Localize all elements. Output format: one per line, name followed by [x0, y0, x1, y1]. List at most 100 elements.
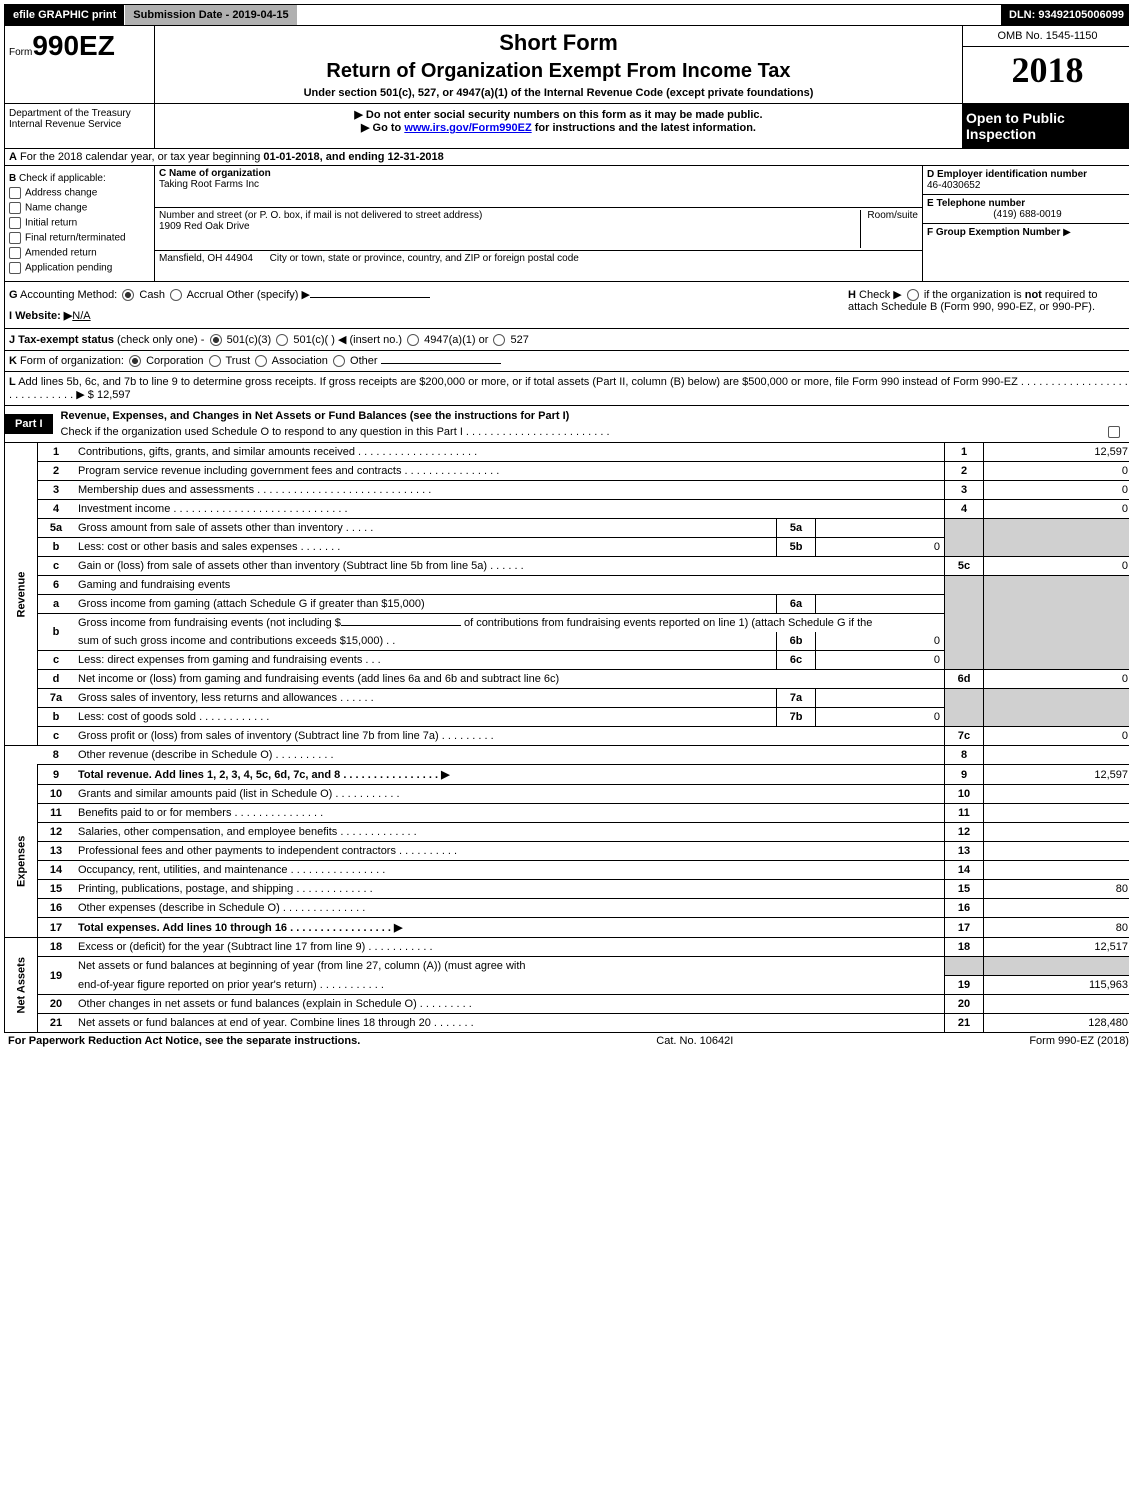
part1-table: Revenue 1 Contributions, gifts, grants, …: [4, 443, 1129, 1033]
line-desc: Less: cost or other basis and sales expe…: [74, 538, 777, 557]
radio-trust[interactable]: [209, 355, 221, 367]
right-num: 4: [945, 500, 984, 519]
checkbox-amended-return[interactable]: [9, 247, 21, 259]
line-num: a: [38, 595, 75, 614]
line-desc: Occupancy, rent, utilities, and maintena…: [74, 861, 945, 880]
form-header: Form990EZ Short Form Return of Organizat…: [4, 26, 1129, 104]
part1-label: Part I: [5, 414, 53, 434]
table-row: 9 Total revenue. Add lines 1, 2, 3, 4, 5…: [5, 765, 1129, 785]
right-val: 80: [984, 880, 1129, 899]
j-hint: (check only one) -: [117, 334, 204, 346]
right-num: 14: [945, 861, 984, 880]
table-row: c Gross profit or (loss) from sales of i…: [5, 727, 1129, 746]
line-desc: Less: direct expenses from gaming and fu…: [74, 651, 777, 670]
footer-left: For Paperwork Reduction Act Notice, see …: [8, 1035, 360, 1047]
table-row: Net Assets 18 Excess or (deficit) for th…: [5, 938, 1129, 957]
section-b-label: B: [9, 173, 16, 184]
org-info: C Name of organization Taking Root Farms…: [155, 166, 922, 281]
phone-value: (419) 688-0019: [927, 209, 1128, 220]
mid-num: 7b: [777, 708, 816, 727]
h-not: not: [1025, 289, 1042, 301]
right-num: 12: [945, 823, 984, 842]
dept-row: Department of the Treasury Internal Reve…: [4, 104, 1129, 149]
top-bar: efile GRAPHIC print Submission Date - 20…: [4, 4, 1129, 26]
shaded-cell: [945, 957, 984, 976]
table-row: 4 Investment income . . . . . . . . . . …: [5, 500, 1129, 519]
radio-accrual[interactable]: [170, 289, 182, 301]
line-num: 7a: [38, 689, 75, 708]
line-num: 6: [38, 576, 75, 595]
line-num: b: [38, 614, 75, 651]
right-num: 21: [945, 1013, 984, 1032]
table-row: 15 Printing, publications, postage, and …: [5, 880, 1129, 899]
radio-501c3[interactable]: [210, 334, 222, 346]
line-num: 11: [38, 804, 75, 823]
c-label: C Name of organization: [159, 168, 918, 179]
g-other-blank[interactable]: [310, 297, 430, 298]
checkbox-application-pending[interactable]: [9, 262, 21, 274]
h-text1: Check ▶: [859, 289, 902, 301]
g-accrual: Accrual: [187, 289, 224, 301]
l-arrow: ▶: [76, 389, 84, 401]
checkbox-final-return[interactable]: [9, 232, 21, 244]
right-val: [984, 994, 1129, 1013]
org-city: Mansfield, OH 44904: [159, 253, 253, 264]
radio-cash[interactable]: [122, 289, 134, 301]
checkbox-initial-return[interactable]: [9, 217, 21, 229]
k-other-blank[interactable]: [381, 363, 501, 364]
line-desc: Net assets or fund balances at end of ye…: [74, 1013, 945, 1032]
efile-print-button[interactable]: efile GRAPHIC print: [5, 5, 125, 25]
right-num: 15: [945, 880, 984, 899]
right-num: 9: [945, 765, 984, 785]
line-desc: Gross income from gaming (attach Schedul…: [74, 595, 777, 614]
radio-association[interactable]: [255, 355, 267, 367]
line6b-blank[interactable]: [341, 625, 461, 626]
line-num: 12: [38, 823, 75, 842]
checkbox-name-change[interactable]: [9, 202, 21, 214]
mid-val: [816, 595, 945, 614]
shaded-cell: [945, 519, 984, 557]
page-footer: For Paperwork Reduction Act Notice, see …: [4, 1033, 1129, 1049]
radio-501c[interactable]: [276, 334, 288, 346]
open-public-l2: Inspection: [966, 126, 1128, 142]
right-num: 11: [945, 804, 984, 823]
short-form-title: Short Form: [159, 30, 958, 56]
radio-4947[interactable]: [407, 334, 419, 346]
table-row: end-of-year figure reported on prior yea…: [5, 975, 1129, 994]
part1-sub: Check if the organization used Schedule …: [61, 426, 610, 438]
radio-other-org[interactable]: [333, 355, 345, 367]
dept-line1: Department of the Treasury: [9, 108, 150, 119]
k-trust: Trust: [225, 355, 250, 367]
mid-num: 6c: [777, 651, 816, 670]
table-row: 14 Occupancy, rent, utilities, and maint…: [5, 861, 1129, 880]
line-num: 19: [38, 957, 75, 995]
right-val: [984, 746, 1129, 765]
radio-527[interactable]: [493, 334, 505, 346]
checkbox-h[interactable]: [907, 289, 919, 301]
line-num: 3: [38, 481, 75, 500]
line-num: 5a: [38, 519, 75, 538]
right-val: 0: [984, 462, 1129, 481]
line-num: b: [38, 708, 75, 727]
tax-year: 2018: [963, 47, 1129, 93]
instr-goto-post: for instructions and the latest informat…: [532, 122, 756, 134]
section-k: K Form of organization: Corporation Trus…: [4, 351, 1129, 372]
checkbox-schedule-o[interactable]: [1108, 426, 1120, 438]
f-label: F Group Exemption Number: [927, 227, 1060, 238]
org-name-row: C Name of organization Taking Root Farms…: [155, 166, 922, 208]
line-desc: Salaries, other compensation, and employ…: [74, 823, 945, 842]
checkbox-address-change[interactable]: [9, 187, 21, 199]
line-num: 20: [38, 994, 75, 1013]
right-val: 128,480: [984, 1013, 1129, 1032]
irs-link[interactable]: www.irs.gov/Form990EZ: [404, 122, 531, 134]
line-desc: end-of-year figure reported on prior yea…: [74, 975, 945, 994]
right-val: 12,597: [984, 765, 1129, 785]
opt-initial-return: Initial return: [25, 218, 77, 229]
right-num: 7c: [945, 727, 984, 746]
shaded-cell: [984, 519, 1129, 557]
revenue-vert-label: Revenue: [5, 443, 38, 746]
radio-corporation[interactable]: [129, 355, 141, 367]
table-row: Revenue 1 Contributions, gifts, grants, …: [5, 443, 1129, 462]
shaded-cell: [984, 957, 1129, 976]
line-num: 13: [38, 842, 75, 861]
